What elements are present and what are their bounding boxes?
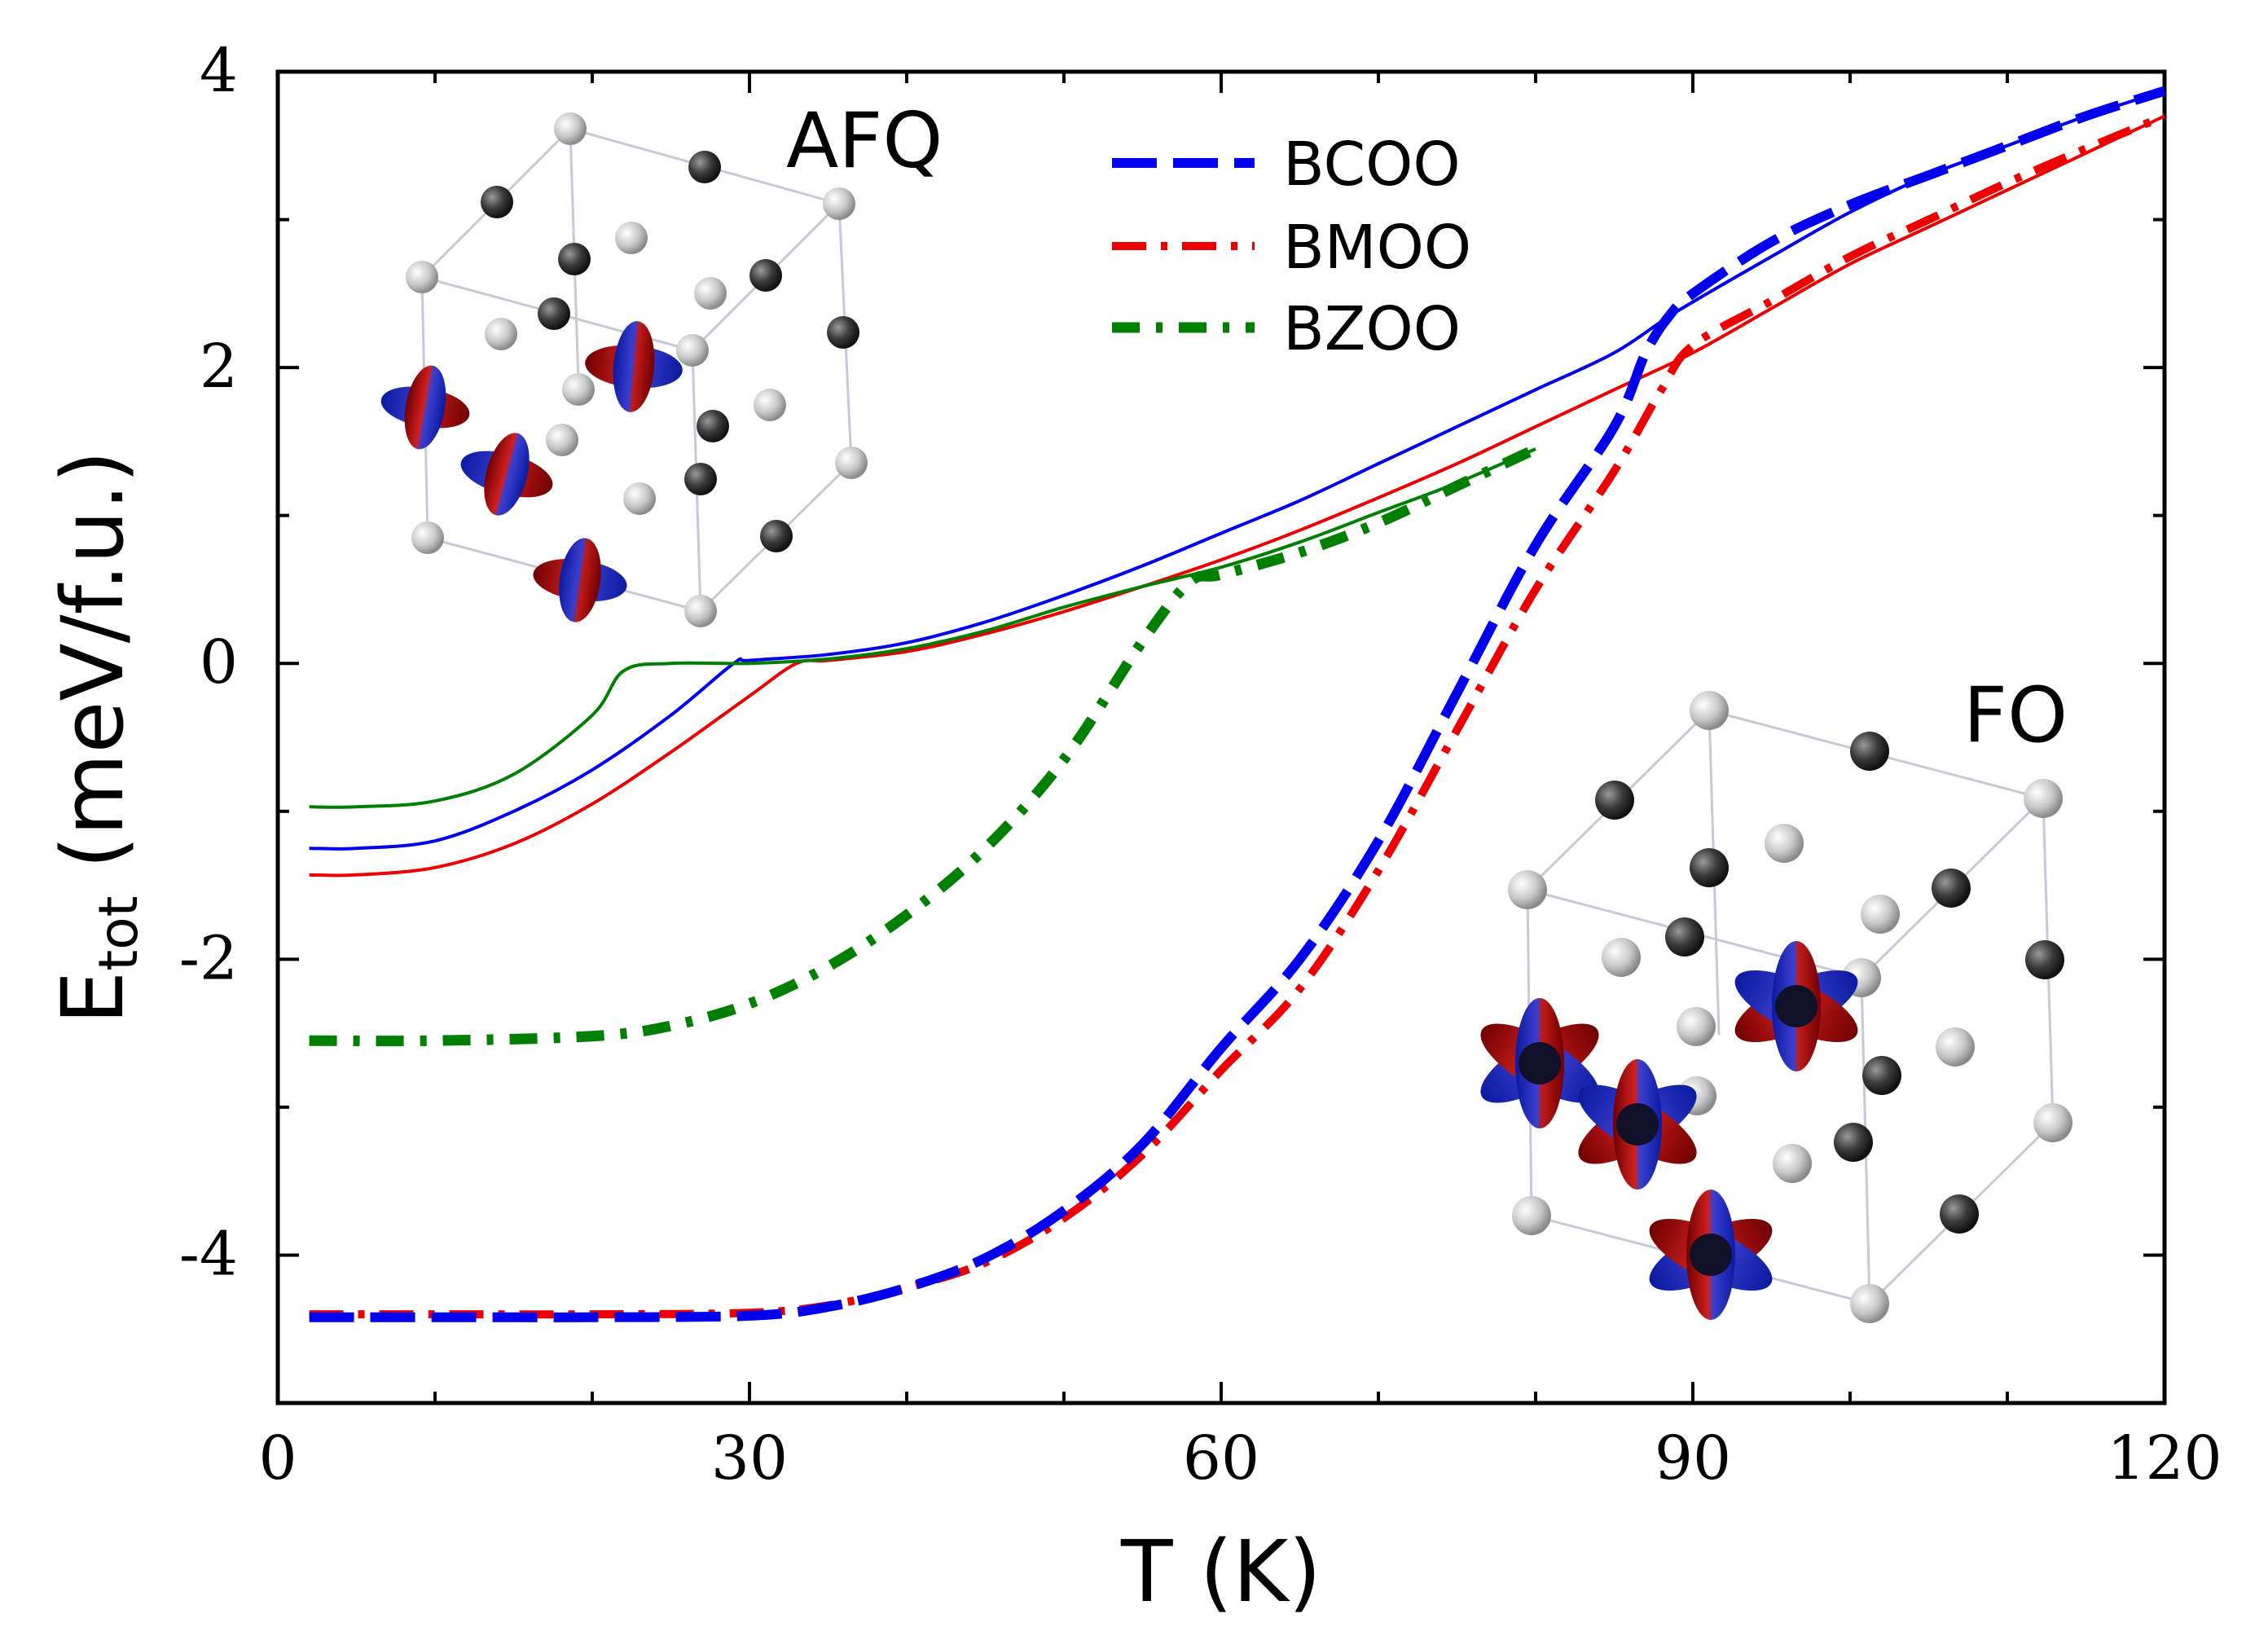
- series-line-bmoo-afq: [309, 114, 2165, 877]
- y-axis-title-spacer: [43, 869, 143, 895]
- y-axis-title: Etot (meV/f.u.): [43, 451, 150, 1025]
- afq-crystal-inset: AFQ: [380, 97, 943, 627]
- fo-crystal-inset: FO: [1480, 671, 2072, 1323]
- x-tick-label-0: 0: [258, 1423, 297, 1493]
- fo-orbitals: [1480, 941, 1858, 1320]
- series-line-bmoo: [309, 112, 2166, 1319]
- series-line-bzoo: [309, 444, 1538, 1047]
- y-axis-title-main: E: [43, 971, 143, 1025]
- afq-atoms: [406, 112, 868, 627]
- axis-ticks: [276, 70, 2166, 1405]
- y-tick-label-4: 4: [200, 36, 238, 106]
- series-line-bzoo-afq: [309, 447, 1536, 809]
- y-tick-label-0: 0: [200, 627, 238, 697]
- afq-orbitals: [380, 321, 683, 622]
- y-tick-label-2: 2: [200, 332, 238, 402]
- legend-label-bmoo: BMOO: [1283, 213, 1471, 283]
- y-tick-label-neg2: -2: [179, 923, 238, 993]
- x-tick-label-90: 90: [1655, 1423, 1731, 1493]
- y-tick-label-neg4: -4: [179, 1219, 238, 1289]
- y-axis-title-units: (meV/f.u.): [43, 451, 143, 869]
- y-axis-title-subscript: tot: [87, 895, 150, 970]
- x-tick-labels: 0 30 60 90 120: [258, 1423, 2222, 1493]
- y-tick-labels: -4 -2 0 2 4: [179, 36, 238, 1289]
- legend: BCOO BMOO BZOO: [1112, 130, 1471, 364]
- legend-label-bzoo: BZOO: [1283, 294, 1461, 364]
- fo-label: FO: [1963, 671, 2068, 760]
- x-axis-title: T (K): [1120, 1522, 1321, 1621]
- afq-label: AFQ: [786, 97, 943, 186]
- x-tick-label-60: 60: [1183, 1423, 1259, 1493]
- x-tick-label-30: 30: [711, 1423, 788, 1493]
- x-tick-label-120: 120: [2107, 1423, 2222, 1493]
- series-line-bcoo: [309, 86, 2166, 1322]
- legend-label-bcoo: BCOO: [1283, 130, 1461, 200]
- series-group: [309, 86, 2166, 1322]
- series-line-bcoo-afq: [309, 89, 2165, 851]
